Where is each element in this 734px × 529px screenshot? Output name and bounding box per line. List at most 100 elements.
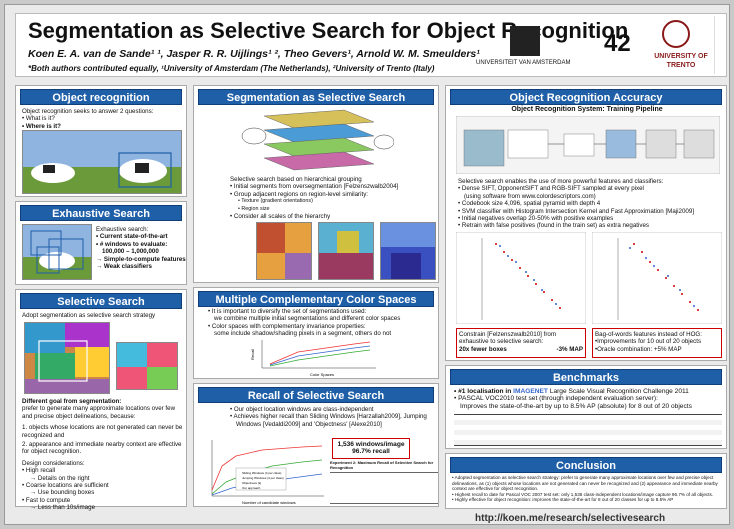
ss-b1: • Initial segments from oversegmentation… [230, 183, 399, 191]
bm-b2a: Improves the state-of-the-art by up to 8… [460, 402, 692, 410]
accuracy-text: Selective search enables the use of more… [458, 178, 724, 230]
ss-b2b: • Region size [238, 205, 270, 212]
sel-goal-head: Different goal from segmentation: [22, 398, 122, 405]
cs-b1: • It is important to diversify the set o… [208, 308, 367, 315]
ac-b3: • SVM classifier with Histogram Intersec… [458, 207, 695, 215]
seg-selective-title: Segmentation as Selective Search [198, 89, 434, 105]
cs-b2a: some include shadow/shading pixels in a … [214, 330, 392, 338]
ac-box2a: Bag-of-words features instead of HOG: [595, 331, 702, 338]
color-spaces-panel: Multiple Complementary Color Spaces • It… [193, 287, 439, 379]
ac-b1: • Dense SIFT, OpponentSIFT and RGB-SIFT … [458, 185, 644, 193]
system-title: Object Recognition System: Training Pipe… [511, 106, 663, 113]
bm-b1: • #1 localisation in IMAGENET Large Scal… [454, 388, 724, 395]
ap-plot-left [456, 232, 586, 324]
segmentation-result-3-icon [380, 222, 436, 280]
or-q2: • Where is it? [22, 122, 61, 130]
rc-legend-2: Objectness [1] [242, 481, 261, 485]
recall-text: • Our object location windows are class-… [230, 406, 438, 428]
cow-photo-icon [22, 130, 182, 194]
header-side-strip [714, 16, 726, 74]
recall-badge-1: 1,536 windows/image [337, 441, 405, 448]
rc-legend-0: Sliding Windows (4 per class) [242, 471, 281, 475]
exhaustive-windows-image-icon [22, 224, 92, 280]
ss-b3: • Consider all scales of the hierarchy [230, 213, 331, 221]
bm-b2: • PASCAL VOC2010 test set (through indep… [454, 395, 658, 403]
rc-legend-1: Jumping Windows (4 per class) [242, 476, 284, 480]
sel-r2: 2. appearance and immediate nearby conte… [22, 441, 182, 456]
ac-intro: Selective search enables the use of more… [458, 178, 664, 185]
selective-intro: Adopt segmentation as selective search s… [22, 312, 156, 319]
sel-r1: 1. objects whose locations are not gener… [22, 424, 183, 439]
cs-b1a: we combine multiple initial segmentation… [214, 315, 401, 323]
footer-url[interactable]: http://koen.me/research/selectivesearch [475, 513, 666, 524]
cs-b2: • Color spaces with complementary invari… [208, 322, 366, 330]
ac-b5: • Retrain with false positives (found in… [458, 222, 649, 230]
bm-b1a: • #1 localisation in [454, 388, 512, 395]
ex-head: Exhaustive search: [96, 226, 149, 233]
rc-b2a: Windows [Vedaldi2009] and 'Objectness' [… [236, 420, 382, 428]
object-recognition-title: Object recognition [20, 89, 182, 105]
sel-goal: prefer to generate many approximate loca… [22, 405, 176, 420]
cs-xlabel: Color Spaces [310, 372, 334, 377]
seg-selective-panel: Segmentation as Selective Search Selecti… [193, 85, 439, 283]
object-recognition-panel: Object recognition Object recognition se… [15, 85, 187, 197]
sel-d1a: → Details on the right [30, 474, 90, 482]
sel-d3a: → Less than 10s/image [30, 504, 96, 512]
or-intro: Object recognition seeks to answer 2 que… [22, 108, 154, 115]
authors: Koen E. A. van de Sande¹ ¹, Jasper R. R.… [28, 48, 480, 60]
ac-b4: • Initial negatives overlap 20-50% with … [458, 215, 614, 223]
training-pipeline-diagram [456, 116, 720, 174]
exhaustive-search-panel: Exhaustive Search Exhaustive search: • C… [15, 201, 187, 285]
recall-title: Recall of Selective Search [198, 387, 434, 403]
cc-b3: • Highly effective for object recognitio… [452, 497, 674, 503]
recall-table: Experiment 2: Maximum Recall of Selectiv… [330, 460, 438, 504]
color-spaces-title: Multiple Complementary Color Spaces [198, 291, 434, 307]
sel-dc-head: Design considerations: [22, 459, 85, 467]
exhaustive-search-text: Exhaustive search: • Current state-of-th… [96, 226, 186, 270]
ex-b2: • # windows to evaluate: [96, 240, 168, 248]
ex-b3: → Simple-to-compute features [96, 255, 186, 263]
selective-search-title: Selective Search [20, 293, 182, 309]
accuracy-box-1: Constrain [Felzenszwalb2010] from exhaus… [456, 328, 586, 358]
benchmarks-table [454, 414, 722, 446]
benchmarks-title: Benchmarks [450, 369, 722, 385]
recall-table-body [330, 472, 438, 504]
recall-chart: Sliding Windows (4 per class) Jumping Wi… [211, 440, 324, 505]
imagenet-logo: IMAGENET [513, 388, 548, 395]
poster: Segmentation as Selective Search for Obj… [4, 4, 730, 525]
segmentation-image-icon [24, 322, 110, 394]
ac-box1c: -3% MAP [556, 345, 583, 353]
ap-plot-right [592, 232, 722, 324]
benchmarks-text: • #1 localisation in IMAGENET Large Scal… [454, 388, 724, 410]
conclusion-title: Conclusion [450, 457, 722, 473]
color-spaces-text: • It is important to diversify the set o… [208, 308, 436, 338]
trento-logo-icon [662, 20, 690, 48]
ac-box1b: 20x fewer boxes [459, 345, 507, 353]
selective-text: Different goal from segmentation: prefer… [22, 398, 184, 512]
recall-panel: Recall of Selective Search • Our object … [193, 383, 439, 507]
cc-b2: • Highest recall to date for Pascal VOC … [452, 491, 714, 497]
rc-b1: • Our object location windows are class-… [230, 406, 374, 413]
ss-intro: Selective search based on hierarchical g… [230, 176, 362, 183]
object-recognition-text: Object recognition seeks to answer 2 que… [22, 108, 182, 130]
sel-d1: • High recall [22, 467, 56, 475]
ac-box1-row: 20x fewer boxes -3% MAP [459, 346, 583, 353]
ex-b2b: 100,000 – 1,000,000 [102, 248, 159, 256]
recall-badge: 1,536 windows/image 96.7% recall [332, 438, 410, 459]
segmentation-zoom-icon [116, 342, 178, 390]
cc-b1: • Adopted segmentation as selective sear… [452, 475, 718, 492]
conclusion-text: • Adopted segmentation as selective sear… [452, 475, 724, 503]
ac-b2: • Codebook size 4,096, spatial pyramid w… [458, 200, 601, 208]
segmentation-result-2-icon [318, 222, 374, 280]
sel-d2: • Coarse locations are sufficient [22, 482, 109, 490]
rc-b2: • Achieves higher recall than Sliding Wi… [230, 413, 427, 421]
sel-d3: • Fast to compute [22, 496, 71, 504]
rc-table-title: Experiment 2: Maximum Recall of Selectiv… [330, 460, 434, 470]
accuracy-panel: Object Recognition Accuracy Object Recog… [445, 85, 727, 361]
benchmarks-panel: Benchmarks • #1 localisation in IMAGENET… [445, 365, 727, 449]
sel-d2a: → Use bounding boxes [30, 489, 95, 497]
ss-b2a: • Texture (gradient orientations) [238, 198, 313, 205]
ac-box2c: •Oracle combination: +5% MAP [595, 345, 682, 353]
recall-badge-2: 96.7% recall [352, 448, 390, 456]
ac-box2b: •Improvements for 10 out of 20 objects [595, 338, 702, 346]
